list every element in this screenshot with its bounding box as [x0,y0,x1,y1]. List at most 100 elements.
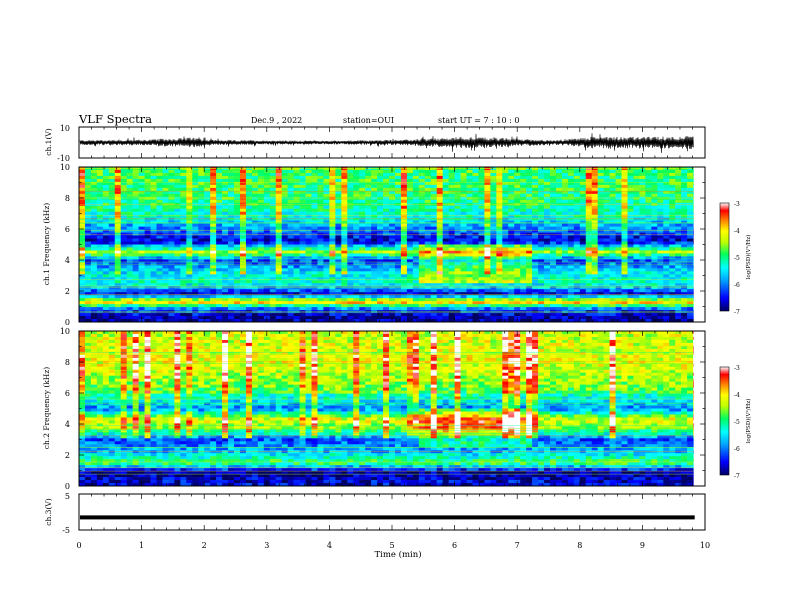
spectrogram-cell [585,247,593,251]
spectrogram-cell [168,256,175,260]
spectrogram-cell [150,265,157,269]
spectrogram-cell [645,205,652,210]
spectrogram-cell [544,169,551,174]
spectrogram-cell [549,304,557,308]
spectrogram-cell [389,190,396,195]
spectrogram-cell [138,223,145,227]
spectrogram-cell [544,205,551,210]
spectrogram-cell [204,229,211,233]
spectrogram-cell [436,208,443,213]
spectrogram-cell [293,226,300,230]
spectrogram-cell [675,208,682,213]
spectrogram-cell [508,286,515,290]
spectrogram-cell [180,229,187,233]
spectrogram-cell [138,295,145,299]
spectrogram-cell [466,190,473,195]
spectrogram-cell [287,178,294,183]
spectrogram-cell [144,223,151,227]
spectrogram-cell [561,241,569,245]
spectrogram-cell [84,178,92,183]
spectrogram-cell [454,229,461,233]
spectrogram-cell [555,271,563,275]
spectrogram-cell [436,199,443,204]
spectrogram-cell [234,235,241,239]
spectrogram-cell [448,238,455,242]
spectrogram-cell [222,277,229,281]
spectrogram-cell [204,241,211,245]
spectrogram-cell [210,253,217,257]
spectrogram-cell [234,181,241,186]
spectrogram-cell [669,286,676,290]
spectrogram-cell [311,244,318,248]
spectrogram-cell [412,217,420,221]
spectrogram-cell [323,226,330,230]
spectrogram-cell [269,292,277,296]
spectrogram-cell [180,235,187,239]
spectrogram-cell [323,223,330,227]
spectrogram-cell [192,187,199,192]
spectrogram-cell [466,187,473,192]
spectrogram-cell [400,199,408,204]
spectrogram-cell [210,295,217,299]
spectrogram-cell [549,244,557,248]
spectrogram-cell [544,172,551,177]
spectrogram-cell [275,280,282,284]
spectrogram-cell [549,301,557,305]
spectrogram-cell [144,211,151,215]
spectrogram-cell [442,247,449,251]
spectrogram-cell [90,190,98,195]
spectrogram-cell [228,172,235,177]
spectrogram-cell [544,289,551,293]
spectrogram-cell [603,274,610,278]
spectrogram-cell [96,286,104,290]
spectrogram-cell [156,277,163,281]
spectrogram-cell [472,205,479,210]
spectrogram-cell [448,265,455,269]
spectrogram-cell [383,187,390,192]
spectrogram-cell [645,229,652,233]
spectrogram-cell [585,184,593,189]
spectrogram-cell [615,229,622,233]
spectrogram-cell [126,238,133,242]
spectrogram-cell [627,292,634,296]
spectrogram-cell [311,292,318,296]
spectrogram-cell [490,292,497,296]
spectrogram-cell [436,280,443,284]
spectrogram-cell [144,289,151,293]
spectrogram-cell [138,304,145,308]
spectrogram-cell [454,193,461,198]
spectrogram-cell [383,229,390,233]
spectrogram-cell [329,199,336,204]
spectrogram-cell [502,253,509,257]
spectrogram-cell [538,235,545,239]
spectrogram-cell [257,187,265,192]
spectrogram-cell [365,199,372,204]
spectrogram-cell [627,280,634,284]
spectrogram-cell [323,247,330,251]
spectrogram-cell [263,241,271,245]
spectrogram-cell [126,226,133,230]
spectrogram-cell [454,277,461,281]
spectrogram-cell [645,184,652,189]
spectrogram-cell [383,283,390,287]
spectrogram-cell [490,277,497,281]
spectrogram-cell [281,193,288,198]
spectrogram-cell [472,253,479,257]
spectrogram-cell [579,301,587,305]
spectrogram-cell [520,256,527,260]
spectrogram-cell [138,259,145,263]
spectrogram-cell [657,199,664,204]
spectrogram-cell [651,247,658,251]
spectrogram-cell [138,256,145,260]
spectrogram-cell [126,268,133,272]
spectrogram-cell [383,196,390,201]
spectrogram-cell [186,271,193,275]
spectrogram-cell [281,286,288,290]
spectrogram-cell [317,217,324,221]
spectrogram-cell [555,298,563,302]
spectrogram-cell [126,250,133,254]
spectrogram-cell [174,235,181,239]
spectrogram-cell [138,253,145,257]
spectrogram-cell [627,226,634,230]
spectrogram-cell [442,223,449,227]
